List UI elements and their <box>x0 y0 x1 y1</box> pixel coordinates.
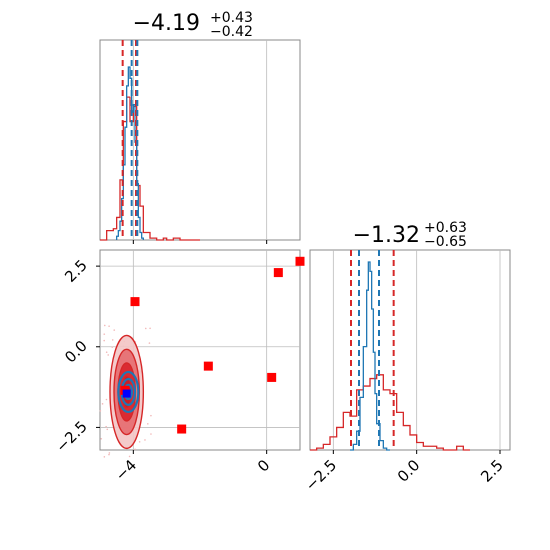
sample-dot <box>107 354 109 356</box>
hist-red-series <box>310 374 470 451</box>
scatter-point-red <box>273 268 283 278</box>
panel-top-left-title-minus: −0.42 <box>210 24 253 40</box>
sample-dot <box>108 452 111 454</box>
contour-blue-level <box>117 370 140 414</box>
sample-dot <box>105 398 108 401</box>
x-tick-label: 0 <box>254 456 273 475</box>
x-tick-label: −4 <box>112 456 140 484</box>
y-tick-label: −2.5 <box>52 418 90 456</box>
sample-dot <box>111 339 114 341</box>
sample-dot <box>150 414 152 417</box>
sample-dot <box>150 433 152 435</box>
sample-dot <box>100 437 103 440</box>
sample-dot <box>128 455 131 458</box>
sample-dot <box>138 441 141 443</box>
y-tick-label: 2.5 <box>61 256 91 286</box>
sample-dot <box>101 403 104 405</box>
hist-red-series <box>100 96 200 241</box>
sample-dot <box>105 351 108 354</box>
scatter-point-blue <box>122 389 131 398</box>
sample-dot <box>147 423 149 425</box>
sample-dot <box>113 329 116 331</box>
sample-dot <box>103 456 106 458</box>
scatter-point-red <box>295 256 305 266</box>
panel-top-left-title-plus: +0.43 <box>210 10 253 26</box>
sample-dot <box>105 425 107 428</box>
hist-blue-series <box>350 261 390 451</box>
title-value: −4.19 <box>133 11 200 36</box>
scatter-point-red <box>203 361 213 371</box>
x-tick-label: 2.5 <box>477 456 507 486</box>
scatter-point-red <box>267 372 277 382</box>
sample-dot <box>103 339 105 342</box>
panel-bottom-left-frame <box>99 249 301 451</box>
data-layer <box>99 40 470 458</box>
y-tick-label: 0.0 <box>61 337 91 367</box>
sample-dot <box>108 453 110 456</box>
hist-blue-series <box>116 66 144 240</box>
sample-dot <box>149 327 151 330</box>
x-tick-label: −2.5 <box>302 456 340 494</box>
sample-dot <box>106 428 109 431</box>
scatter-point-red <box>177 424 187 434</box>
panel-top-left-title: −4.19 <box>133 11 200 36</box>
sample-dot <box>111 346 114 348</box>
sample-dot <box>103 324 106 327</box>
panel-bottom-right-title: −1.32 <box>353 223 420 248</box>
panel-bottom-right-title-minus: −0.65 <box>424 234 467 250</box>
x-tick-label: 0.0 <box>394 456 424 486</box>
sample-dot <box>144 327 147 330</box>
sample-dot <box>134 448 136 451</box>
sample-dot <box>108 325 110 327</box>
panel-bottom-right-title-plus: +0.63 <box>424 220 467 236</box>
panel-bottom-right-frame <box>309 249 511 451</box>
sample-dot <box>103 333 106 335</box>
scatter-point-red <box>130 297 140 307</box>
sample-dot <box>148 342 151 344</box>
sample-dot <box>99 410 102 412</box>
sample-dot <box>144 439 146 441</box>
